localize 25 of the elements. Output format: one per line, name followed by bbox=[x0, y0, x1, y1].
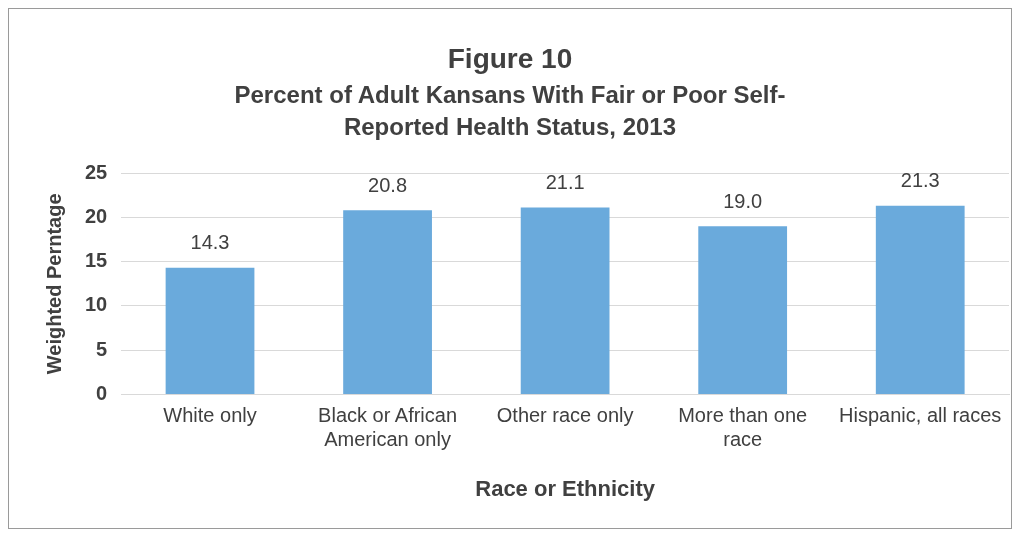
bar bbox=[875, 205, 965, 395]
y-tick-label: 0 bbox=[96, 382, 108, 405]
y-tick-label: 20 bbox=[85, 204, 108, 227]
data-label: 21.3 bbox=[900, 169, 940, 192]
bar bbox=[520, 207, 610, 395]
x-tick-label: More than one race bbox=[678, 404, 808, 451]
y-axis-title: Weighted Perntage bbox=[42, 193, 65, 375]
chart-subtitle: Percent of Adult Kansans With Fair or Poor Self-Reported Health Status, 2013 bbox=[233, 80, 787, 142]
x-tick-label: Hispanic, all races bbox=[839, 404, 1002, 427]
bar bbox=[343, 210, 432, 395]
y-tick-label: 10 bbox=[85, 293, 108, 316]
data-label: 20.8 bbox=[368, 173, 408, 196]
x-axis-title: Race or Ethnicity bbox=[475, 475, 656, 501]
y-tick-label: 5 bbox=[96, 337, 108, 360]
y-tick-label: 15 bbox=[85, 249, 108, 272]
y-tick-label: 25 bbox=[85, 160, 108, 183]
data-label: 19.0 bbox=[723, 189, 763, 212]
data-label: 14.3 bbox=[190, 231, 230, 254]
x-tick-label: Other race only bbox=[496, 404, 634, 427]
bar bbox=[698, 226, 788, 395]
bar bbox=[165, 267, 255, 395]
x-tick-label: Black or African American only bbox=[318, 404, 458, 451]
x-tick-label: White only bbox=[163, 404, 257, 427]
chart-title: Figure 10 bbox=[446, 43, 574, 75]
data-label: 21.1 bbox=[545, 171, 585, 194]
